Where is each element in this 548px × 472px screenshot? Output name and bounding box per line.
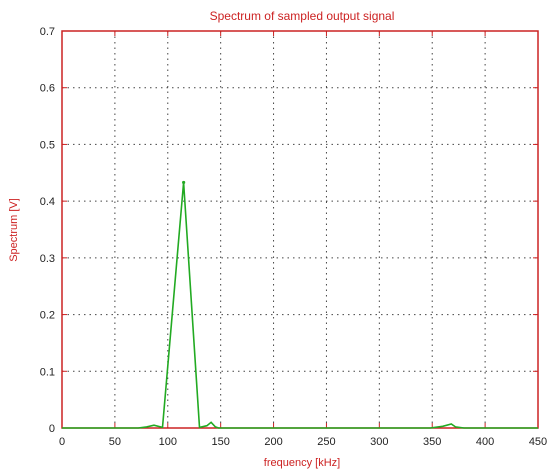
y-tick-label: 0.6: [40, 83, 55, 95]
x-axis-label: frequency [kHz]: [264, 457, 340, 469]
y-tick-label: 0.4: [40, 196, 55, 208]
series-line: [62, 182, 538, 429]
x-tick-label: 350: [423, 436, 441, 448]
x-tick-label: 400: [476, 436, 494, 448]
x-tick-label: 150: [211, 436, 229, 448]
y-tick-label: 0.1: [40, 366, 55, 378]
grid: [62, 31, 538, 428]
y-tick-label: 0.7: [40, 26, 55, 38]
y-tick-label: 0.3: [40, 253, 55, 265]
x-tick-label: 250: [317, 436, 335, 448]
x-tick-label: 300: [370, 436, 388, 448]
y-tick-label: 0: [49, 423, 55, 435]
y-tick-label: 0.5: [40, 139, 55, 151]
x-tick-label: 200: [264, 436, 282, 448]
x-tick-label: 0: [59, 436, 65, 448]
x-tick-label: 450: [529, 436, 547, 448]
x-tick-label: 100: [159, 436, 177, 448]
y-tick-label: 0.2: [40, 310, 55, 322]
tick-labels: 0 50 100 150 200 250 300 350 400 450 0 0.1 0.2 0.3 0.4…: [40, 26, 547, 448]
y-axis-label: Spectrum [V]: [8, 198, 20, 262]
series-layer: [62, 180, 538, 429]
chart-title: Spectrum of sampled output signal: [210, 9, 395, 23]
x-tick-label: 50: [109, 436, 121, 448]
data-point: [182, 180, 186, 185]
